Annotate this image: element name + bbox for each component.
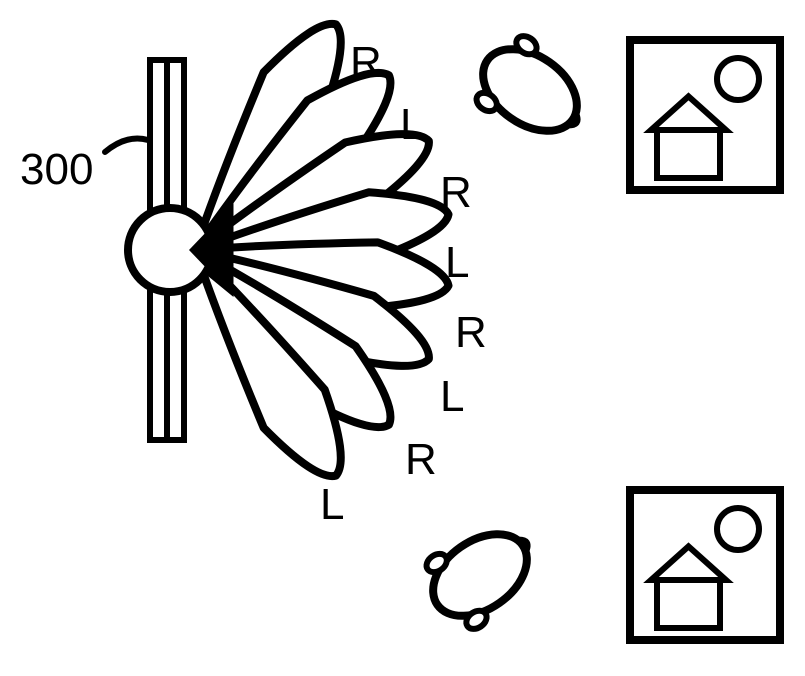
sun-icon [717, 508, 759, 550]
picture-frame [630, 40, 780, 190]
house-body-icon [657, 130, 720, 178]
picture-frame [630, 490, 780, 640]
sun-icon [717, 58, 759, 100]
viewer-head [413, 507, 551, 639]
lobe-label: R [405, 435, 437, 485]
lobe-label: L [445, 238, 469, 288]
callout-300-label: 300 [20, 145, 93, 195]
lobe-label: L [320, 480, 344, 530]
house-body-icon [657, 580, 720, 628]
lobe-label: R [440, 168, 472, 218]
lobe-label: L [400, 100, 424, 150]
lobe-label: R [350, 38, 382, 88]
lobe-label: L [440, 372, 464, 422]
lobe-label: R [455, 308, 487, 358]
viewer-head [463, 25, 601, 157]
diagram-canvas: 300 RLRLRLRL [0, 0, 805, 676]
